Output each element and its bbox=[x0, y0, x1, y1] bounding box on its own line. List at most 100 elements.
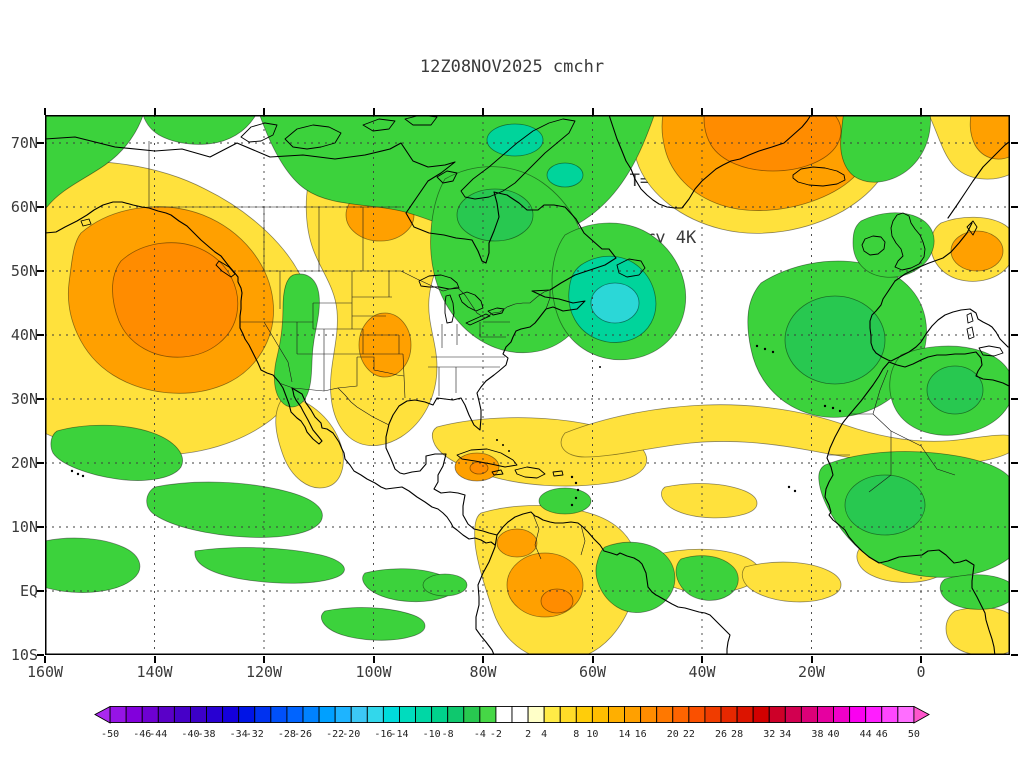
island-puerto-rico bbox=[552, 470, 564, 477]
lon-tick-mark bbox=[44, 108, 46, 115]
colorbar-tick-label: 14 bbox=[619, 729, 631, 740]
colorbar-cell bbox=[591, 706, 609, 723]
shade-nw-africa-core bbox=[926, 365, 984, 415]
lat-tick-label: EQ bbox=[19, 582, 38, 600]
colorbar-cell bbox=[704, 706, 722, 723]
island-great-britain bbox=[890, 212, 926, 271]
lat-tick-mark bbox=[1011, 142, 1018, 144]
shade-subtrop-pacific-a bbox=[50, 424, 183, 481]
shade-mid-atlantic-core bbox=[784, 295, 886, 385]
island-ireland bbox=[861, 235, 886, 256]
colorbar-cell bbox=[849, 706, 867, 723]
colorbar-cell bbox=[736, 706, 754, 723]
colorbar-cell bbox=[495, 706, 513, 723]
shade-subtrop-pacific-c bbox=[45, 537, 141, 593]
colorbar-tick-label: -28 bbox=[278, 729, 296, 740]
colorbar-tick-label: -32 bbox=[246, 729, 264, 740]
colorbar-tick-label: 38 bbox=[811, 729, 823, 740]
lon-tick-label: 60W bbox=[578, 663, 607, 681]
island-sardinia bbox=[966, 326, 975, 340]
lon-tick-label: 20W bbox=[797, 663, 826, 681]
island-kodiak bbox=[80, 218, 92, 227]
island-baffin bbox=[460, 118, 576, 200]
lat-tick-mark bbox=[37, 334, 44, 336]
lon-tick-mark bbox=[482, 108, 484, 115]
colorbar-svg: -50 -46-44 -40-38 -34-32 -28-26 -22-20 -16-14-… bbox=[94, 705, 930, 740]
lat-tick-mark bbox=[1011, 270, 1018, 272]
colorbar-cell bbox=[817, 706, 834, 723]
lat-tick-mark bbox=[1011, 654, 1018, 656]
colorbar-cell bbox=[173, 706, 191, 723]
colorbar-cell bbox=[656, 706, 674, 723]
coastline-europe-north bbox=[894, 222, 973, 282]
colorbar-tick-label: 50 bbox=[908, 729, 920, 740]
lat-tick-mark bbox=[37, 590, 44, 592]
island-iceland bbox=[792, 166, 846, 187]
colorbar-tick-label: -16 bbox=[374, 729, 392, 740]
island-newfoundland bbox=[616, 258, 646, 278]
colorbar-cell bbox=[672, 706, 690, 723]
colorbar-cell bbox=[382, 706, 400, 723]
shade-greenland-core bbox=[703, 115, 842, 172]
shade-top-strip bbox=[142, 115, 257, 145]
shade-colombia-orange bbox=[496, 528, 538, 558]
lon-tick-mark bbox=[263, 656, 265, 663]
island-cuba bbox=[456, 448, 518, 468]
lon-tick-label: 40W bbox=[688, 663, 716, 681]
colorbar-cell bbox=[222, 706, 240, 723]
island-banks bbox=[240, 122, 278, 143]
shade-africa-gulf-green bbox=[939, 574, 1010, 610]
colorbar-cell bbox=[109, 706, 127, 723]
island-denmark bbox=[966, 220, 978, 236]
colorbar-cell bbox=[640, 706, 658, 723]
island-victoria bbox=[284, 124, 342, 150]
colorbar-cell bbox=[431, 706, 449, 723]
lat-tick-label: 20N bbox=[10, 454, 38, 472]
lon-tick-mark bbox=[920, 656, 922, 663]
lon-tick-label: 0 bbox=[916, 663, 926, 681]
shade-west-africa-core bbox=[844, 474, 926, 536]
colorbar-tick-label: 32 bbox=[763, 729, 775, 740]
colorbar-right-arrow bbox=[913, 705, 930, 724]
colorbar-tick-label: 28 bbox=[731, 729, 743, 740]
lon-tick-mark bbox=[591, 108, 594, 115]
colorbar-cell bbox=[800, 706, 818, 723]
lon-tick-mark bbox=[810, 108, 813, 115]
coastline-europe-west bbox=[869, 280, 1009, 362]
lat-tick-mark bbox=[37, 206, 44, 208]
colorbar-cell bbox=[254, 706, 272, 723]
title-run-model: 12Z08NOV2025 cmchr bbox=[419, 57, 605, 77]
lat-tick-mark bbox=[37, 462, 44, 464]
lon-tick-mark bbox=[44, 656, 46, 663]
colorbar-cell bbox=[286, 706, 304, 723]
coastline-greenland bbox=[608, 115, 812, 209]
colorbar-cell bbox=[270, 706, 288, 723]
lat-tick-mark bbox=[1011, 526, 1018, 528]
colorbar-cell bbox=[559, 706, 577, 723]
lon-tick-mark bbox=[153, 108, 156, 115]
anomaly-map bbox=[45, 115, 1010, 655]
colorbar: -50 -46 -44 -40 -38 -34 -32 -28 -26 -22 -20 -16 -14-… bbox=[94, 705, 930, 746]
colorbar-cell bbox=[575, 706, 593, 723]
colorbar-tick-label: -4 bbox=[474, 729, 486, 740]
shade-equatorial-pacific-c bbox=[321, 607, 426, 641]
island-southampton bbox=[436, 170, 458, 184]
shade-central-atlantic-patch bbox=[661, 483, 758, 519]
island-corsica bbox=[966, 312, 974, 324]
colorbar-cell bbox=[318, 706, 336, 723]
colorbar-tick-label: -26 bbox=[294, 729, 312, 740]
coastline-africa-west bbox=[824, 361, 996, 655]
lat-tick-mark bbox=[37, 526, 44, 528]
colorbar-tick-label: 40 bbox=[828, 729, 840, 740]
colorbar-tick-label: 22 bbox=[683, 729, 695, 740]
lon-tick-label: 140W bbox=[136, 663, 173, 681]
colorbar-cell bbox=[752, 706, 770, 723]
lon-tick-label: 80W bbox=[469, 663, 497, 681]
colorbar-cell bbox=[334, 706, 352, 723]
shade-norwegian-sea-green bbox=[840, 115, 931, 183]
lon-tick-label: 160W bbox=[26, 663, 64, 681]
coastline-africa-north bbox=[888, 351, 1010, 388]
shade-baja-offshore-positive bbox=[275, 394, 344, 489]
shade-subtrop-pacific-b bbox=[146, 481, 323, 538]
